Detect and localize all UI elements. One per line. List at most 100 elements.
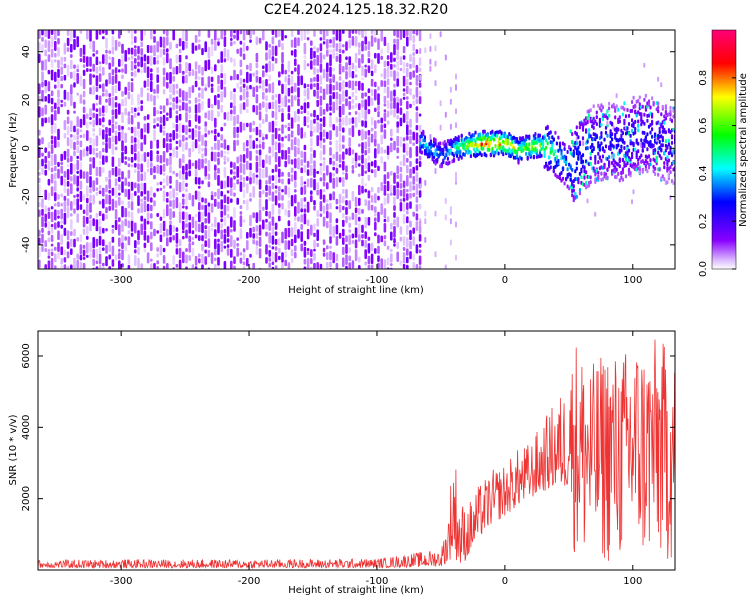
spectrogram-cell bbox=[666, 180, 669, 185]
spectrogram-cell bbox=[95, 86, 99, 93]
spectrogram-cell bbox=[118, 168, 121, 176]
spectrogram-cell bbox=[207, 160, 211, 172]
spectrogram-cell bbox=[118, 196, 121, 206]
spectrogram-cell bbox=[402, 143, 406, 153]
spectrogram-cell bbox=[140, 182, 143, 191]
spectrogram-cell bbox=[313, 50, 316, 59]
spectrogram-cell bbox=[396, 96, 399, 103]
spectrogram-cell bbox=[506, 141, 509, 146]
spectrogram-cell bbox=[459, 150, 462, 155]
spectrogram-cell bbox=[329, 54, 332, 67]
spectrogram-cell bbox=[455, 171, 457, 178]
spectrogram-cell bbox=[310, 130, 313, 137]
spectrogram-cell bbox=[150, 45, 153, 54]
spectrogram-cell bbox=[249, 62, 252, 72]
spectrogram-cell bbox=[297, 75, 300, 87]
spectrogram-cell bbox=[105, 133, 108, 143]
spectrogram-cell bbox=[442, 148, 445, 153]
spectrogram-cell bbox=[255, 85, 259, 93]
spectrogram-cell bbox=[329, 44, 332, 48]
spectrogram-cell bbox=[281, 194, 284, 201]
spectrogram-cell bbox=[281, 52, 284, 64]
spectrogram-cell bbox=[130, 82, 134, 93]
spectrogram-cell bbox=[351, 99, 355, 104]
spectrogram-cell bbox=[134, 70, 137, 78]
spectrogram-cell bbox=[569, 147, 572, 152]
spectrogram-cell bbox=[214, 117, 217, 128]
x-tick-label: 0 bbox=[502, 275, 508, 286]
spectrogram-cell bbox=[166, 237, 169, 247]
spectrogram-cell bbox=[351, 165, 355, 170]
spectrogram-cell bbox=[644, 107, 647, 112]
spectrogram-cell bbox=[60, 246, 63, 256]
spectrogram-cell bbox=[329, 95, 332, 106]
spectrogram-cell bbox=[249, 150, 252, 161]
spectrogram-cell bbox=[424, 218, 427, 225]
spectrogram-cell bbox=[220, 150, 223, 158]
spectrogram-cell bbox=[281, 189, 284, 193]
spectrogram-cell bbox=[572, 149, 575, 154]
spectrogram-cell bbox=[374, 138, 377, 147]
spectrogram-cell bbox=[268, 244, 271, 248]
spectrogram-cell bbox=[345, 172, 348, 180]
spectrogram-cell bbox=[657, 76, 660, 82]
spectrogram-cell bbox=[194, 97, 198, 104]
spectrogram-cell bbox=[274, 151, 278, 163]
spectrogram-cell bbox=[319, 177, 323, 182]
spectrogram-cell bbox=[220, 104, 223, 113]
spectrogram-cell bbox=[226, 196, 230, 205]
spectrogram-cell bbox=[268, 155, 271, 165]
spectrogram-cell bbox=[313, 200, 316, 206]
spectrogram-cell bbox=[345, 81, 348, 88]
spectrogram-cell bbox=[242, 142, 246, 152]
colorbar-tick-label: 0.8 bbox=[698, 70, 709, 86]
spectrogram-cell bbox=[102, 36, 105, 40]
spectrogram-cell bbox=[634, 119, 637, 124]
spectrogram-cell bbox=[182, 174, 185, 181]
spectrogram-cell bbox=[169, 94, 172, 100]
spectrogram-cell bbox=[255, 52, 259, 63]
spectrogram-cell bbox=[63, 42, 67, 55]
spectrogram-cell bbox=[313, 58, 316, 66]
spectrogram-cell bbox=[419, 48, 422, 55]
spectrogram-cell bbox=[63, 212, 67, 225]
spectrogram-cell bbox=[658, 130, 661, 135]
spectrogram-cell bbox=[92, 128, 95, 132]
spectrogram-cell bbox=[322, 181, 326, 187]
spectrogram-cell bbox=[150, 221, 153, 230]
spectrogram-cell bbox=[667, 173, 670, 179]
spectrogram-cell bbox=[50, 59, 54, 68]
spectrogram-cell bbox=[182, 70, 185, 75]
spectrogram-cell bbox=[290, 117, 294, 129]
spectrogram-cell bbox=[485, 153, 488, 158]
spectrogram-cell bbox=[255, 174, 259, 178]
spectrogram-cell bbox=[386, 145, 390, 156]
spectrogram-cell bbox=[121, 242, 124, 250]
spectrogram-cell bbox=[589, 156, 592, 161]
spectrogram-cell bbox=[262, 219, 265, 230]
spectrogram-cell bbox=[47, 248, 51, 256]
spectrogram-cell bbox=[108, 254, 111, 260]
spectrogram-cell bbox=[111, 245, 115, 257]
spectrogram-cell bbox=[79, 129, 83, 133]
spectrogram-cell bbox=[143, 242, 147, 249]
spectrogram-cell bbox=[105, 184, 108, 193]
spectrogram-cell bbox=[345, 165, 348, 173]
spectrogram-cell bbox=[601, 105, 604, 110]
spectrogram-cell bbox=[396, 115, 399, 120]
spectrogram-cell bbox=[233, 105, 236, 115]
spectrogram-cell bbox=[600, 171, 603, 176]
spectrogram-cell bbox=[217, 222, 220, 234]
spectrogram-cell bbox=[600, 131, 603, 136]
spectrogram-cell bbox=[342, 135, 345, 143]
spectrogram-cell bbox=[127, 91, 131, 100]
spectrogram-cell bbox=[236, 139, 239, 146]
spectrogram-cell bbox=[246, 64, 249, 70]
spectrogram-cell bbox=[329, 83, 332, 95]
spectrogram-cell bbox=[38, 177, 41, 184]
spectrogram-cell bbox=[210, 227, 214, 232]
spectrogram-cell bbox=[54, 52, 57, 58]
spectrogram-cell bbox=[178, 211, 182, 224]
spectrogram-cell bbox=[589, 175, 592, 180]
spectrogram-cell bbox=[134, 191, 137, 196]
